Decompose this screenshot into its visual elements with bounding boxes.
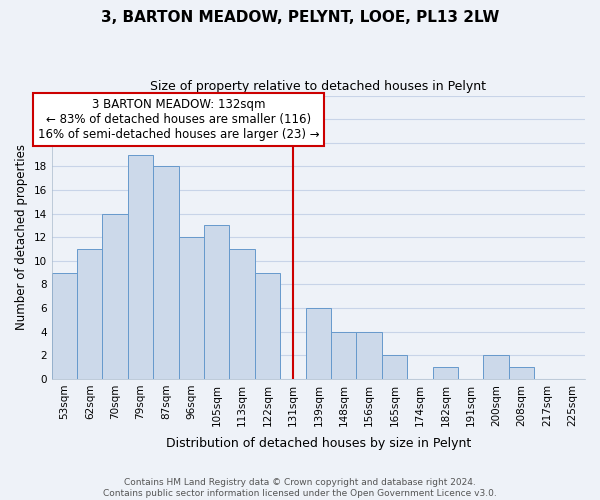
Text: 3, BARTON MEADOW, PELYNT, LOOE, PL13 2LW: 3, BARTON MEADOW, PELYNT, LOOE, PL13 2LW <box>101 10 499 25</box>
Bar <box>52 272 77 379</box>
Bar <box>204 226 229 379</box>
Title: Size of property relative to detached houses in Pelynt: Size of property relative to detached ho… <box>151 80 487 93</box>
Y-axis label: Number of detached properties: Number of detached properties <box>15 144 28 330</box>
Bar <box>356 332 382 379</box>
Text: Contains HM Land Registry data © Crown copyright and database right 2024.
Contai: Contains HM Land Registry data © Crown c… <box>103 478 497 498</box>
Bar <box>179 237 204 379</box>
Bar <box>305 308 331 379</box>
Bar <box>77 249 103 379</box>
Bar <box>128 154 153 379</box>
Bar <box>331 332 356 379</box>
Bar <box>153 166 179 379</box>
Text: 3 BARTON MEADOW: 132sqm
← 83% of detached houses are smaller (116)
16% of semi-d: 3 BARTON MEADOW: 132sqm ← 83% of detache… <box>38 98 319 141</box>
Bar <box>255 272 280 379</box>
X-axis label: Distribution of detached houses by size in Pelynt: Distribution of detached houses by size … <box>166 437 471 450</box>
Bar <box>433 367 458 379</box>
Bar <box>229 249 255 379</box>
Bar <box>103 214 128 379</box>
Bar <box>484 356 509 379</box>
Bar <box>509 367 534 379</box>
Bar <box>382 356 407 379</box>
